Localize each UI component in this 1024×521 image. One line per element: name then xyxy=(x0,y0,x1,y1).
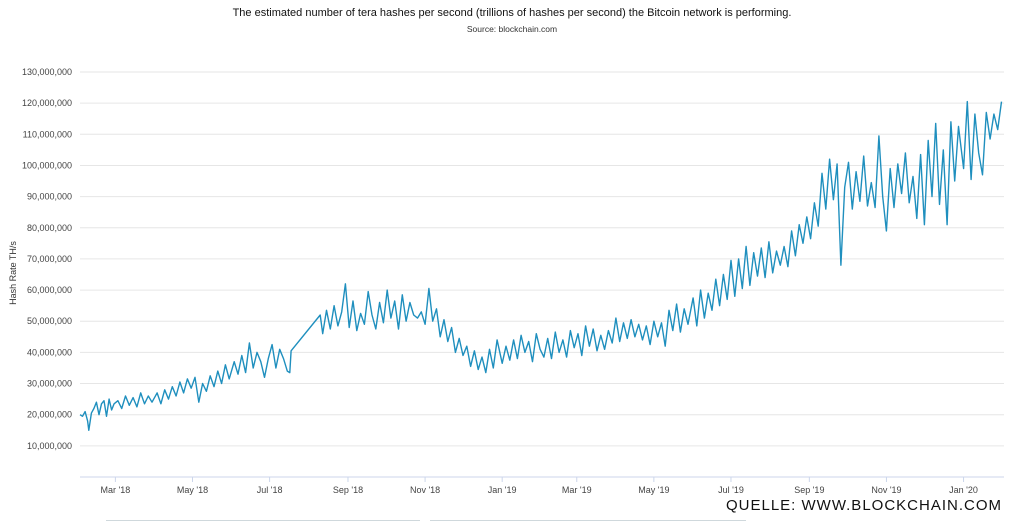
x-tick-label: Jul '19 xyxy=(718,485,744,495)
y-axis-label: Hash Rate TH/s xyxy=(8,241,18,305)
y-tick-label: 30,000,000 xyxy=(27,379,72,389)
y-tick-label: 70,000,000 xyxy=(27,254,72,264)
x-tick-label: Mar '19 xyxy=(562,485,592,495)
x-tick-label: Jan '20 xyxy=(949,485,978,495)
y-tick-label: 120,000,000 xyxy=(22,98,72,108)
x-tick-label: Nov '19 xyxy=(871,485,901,495)
y-tick-label: 40,000,000 xyxy=(27,347,72,357)
x-tick-label: Jan '19 xyxy=(488,485,517,495)
source-watermark: QUELLE: WWW.BLOCKCHAIN.COM xyxy=(725,497,1002,514)
x-tick-label: Jul '18 xyxy=(257,485,283,495)
y-axis-ticks: 10,000,000 20,000,000 30,000,000 40,000,000… xyxy=(22,67,72,451)
y-tick-label: 50,000,000 xyxy=(27,316,72,326)
series-line xyxy=(79,100,1003,431)
x-tick-label: Nov '18 xyxy=(410,485,440,495)
y-tick-label: 10,000,000 xyxy=(27,441,72,451)
y-tick-label: 100,000,000 xyxy=(22,160,72,170)
y-tick-label: 80,000,000 xyxy=(27,223,72,233)
chart-title: The estimated number of tera hashes per … xyxy=(232,7,792,19)
x-tick-label: Sep '19 xyxy=(794,485,824,495)
x-axis-ticks: Mar '18 May '18 Jul '18 Sep '18 Nov '18 Jan '… xyxy=(101,477,978,495)
y-tick-label: 90,000,000 xyxy=(27,192,72,202)
y-tick-label: 60,000,000 xyxy=(27,285,72,295)
chart-subtitle: Source: blockchain.com xyxy=(466,24,558,34)
y-tick-label: 20,000,000 xyxy=(27,410,72,420)
x-tick-label: Sep '18 xyxy=(333,485,363,495)
x-tick-label: May '18 xyxy=(177,485,208,495)
y-tick-label: 130,000,000 xyxy=(22,67,72,77)
y-tick-label: 110,000,000 xyxy=(23,129,72,139)
gridlines xyxy=(80,71,1004,447)
x-tick-label: May '19 xyxy=(638,485,669,495)
x-tick-label: Mar '18 xyxy=(101,485,131,495)
